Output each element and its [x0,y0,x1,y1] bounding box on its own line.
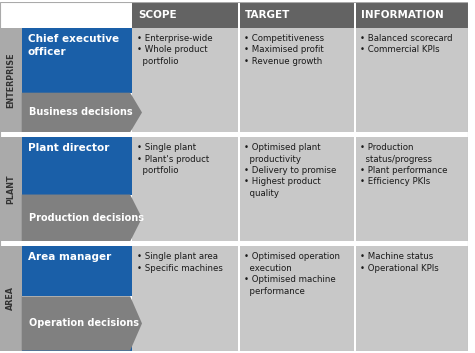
Bar [22,28,132,93]
Text: • Optimised operation
  execution
• Optimised machine
  performance: • Optimised operation execution • Optimi… [244,252,340,295]
Text: • Enterprise-wide
• Whole product
  portfolio: • Enterprise-wide • Whole product portfo… [137,34,213,66]
Bar [0,132,468,137]
Bar [22,246,132,297]
Bar [238,28,239,351]
Text: Business decisions: Business decisions [28,108,132,118]
Text: • Competitiveness
• Maximised profit
• Revenue growth: • Competitiveness • Maximised profit • R… [244,34,323,66]
Bar [0,339,22,351]
Bar [132,195,468,241]
Bar [132,137,468,195]
Bar [0,241,468,246]
Bar [238,2,239,28]
Text: • Optimised plant
  productivity
• Delivery to promise
• Highest product
  quali: • Optimised plant productivity • Deliver… [244,143,336,198]
Text: INFORMATION: INFORMATION [361,10,444,20]
Bar [132,93,468,132]
Polygon shape [22,297,142,351]
Bar [132,28,468,93]
Bar [132,246,468,297]
Text: ENTERPRISE: ENTERPRISE [6,53,15,108]
Text: SCOPE: SCOPE [138,10,177,20]
Bar [132,2,238,28]
Text: • Single plant area
• Specific machines: • Single plant area • Specific machines [137,252,223,273]
Bar [238,2,355,28]
Bar [0,137,22,241]
Text: Chief executive
officer: Chief executive officer [28,34,119,57]
Bar [355,2,468,28]
Text: • Machine status
• Operational KPIs: • Machine status • Operational KPIs [360,252,439,273]
Text: PLANT: PLANT [6,174,15,204]
Bar [0,28,22,132]
Bar [132,297,468,351]
Bar [132,339,468,351]
Text: • Single plant
• Plant's product
  portfolio: • Single plant • Plant's product portfol… [137,143,209,175]
Bar [22,137,132,195]
Text: Operation decisions: Operation decisions [28,318,139,328]
Bar [0,246,22,351]
Bar [354,2,356,28]
Bar [22,339,132,351]
Polygon shape [22,93,142,132]
Text: TARGET: TARGET [245,10,290,20]
Text: Plant director: Plant director [28,143,109,153]
Text: Production decisions: Production decisions [28,213,143,223]
Polygon shape [22,195,142,241]
Text: AREA: AREA [6,286,15,310]
Text: • Production
  status/progress
• Plant performance
• Efficiency PKIs: • Production status/progress • Plant per… [360,143,447,186]
Text: • Balanced scorecard
• Commercial KPIs: • Balanced scorecard • Commercial KPIs [360,34,452,54]
Bar [354,28,356,351]
Text: Area manager: Area manager [28,252,111,262]
